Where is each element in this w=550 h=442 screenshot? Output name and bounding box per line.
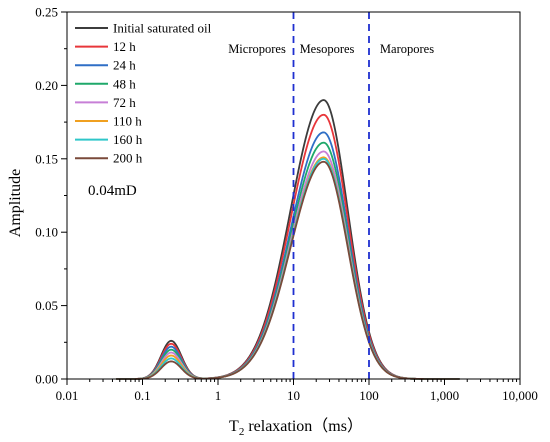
region-label-2: Maropores bbox=[380, 42, 434, 56]
series-line-7 bbox=[116, 160, 460, 380]
x-tick-label-6: 10,000 bbox=[502, 388, 538, 403]
y-tick-label-5: 0.25 bbox=[35, 5, 58, 20]
legend-label-7: 200 h bbox=[113, 151, 143, 166]
y-tick-label-1: 0.05 bbox=[35, 298, 58, 313]
legend: Initial saturated oil 12 h 24 h 48 h 72 h 110… bbox=[75, 21, 212, 166]
y-tick-label-2: 0.10 bbox=[35, 225, 58, 240]
y-tick-label-4: 0.20 bbox=[35, 78, 58, 93]
x-axis-title: T2 relaxation（ms） bbox=[229, 417, 363, 438]
x-axis-title-subscript: 2 bbox=[239, 426, 245, 438]
legend-label-3: 48 h bbox=[113, 76, 136, 91]
x-tick-label-3: 10 bbox=[287, 388, 300, 403]
x-tick-label-2: 1 bbox=[215, 388, 222, 403]
y-tick-label-3: 0.15 bbox=[35, 151, 58, 166]
axes: 0.01 0.1 1 10 100 1,000 10,000 0.00 0.05 0.10 0.15… bbox=[35, 5, 538, 404]
legend-label-5: 110 h bbox=[113, 114, 142, 129]
legend-label-2: 24 h bbox=[113, 58, 136, 73]
x-tick-label-0: 0.01 bbox=[56, 388, 79, 403]
x-axis-title-rest: relaxation（ms） bbox=[244, 417, 363, 435]
annotation-permeability: 0.04mD bbox=[88, 183, 137, 199]
legend-label-4: 72 h bbox=[113, 95, 136, 110]
region-label-1: Mesopores bbox=[300, 42, 355, 56]
region-label-0: Micropores bbox=[228, 42, 286, 56]
x-tick-label-4: 100 bbox=[359, 388, 379, 403]
plot-area: Micropores Mesopores Maropores bbox=[116, 12, 460, 380]
legend-label-1: 12 h bbox=[113, 39, 136, 54]
legend-label-0: Initial saturated oil bbox=[113, 21, 212, 36]
legend-label-6: 160 h bbox=[113, 132, 143, 147]
x-tick-label-1: 0.1 bbox=[134, 388, 150, 403]
x-tick-label-5: 1,000 bbox=[430, 388, 459, 403]
x-axis-title-main: T bbox=[229, 418, 239, 435]
y-axis-title: Amplitude bbox=[7, 169, 24, 237]
y-tick-label-0: 0.00 bbox=[35, 372, 58, 387]
